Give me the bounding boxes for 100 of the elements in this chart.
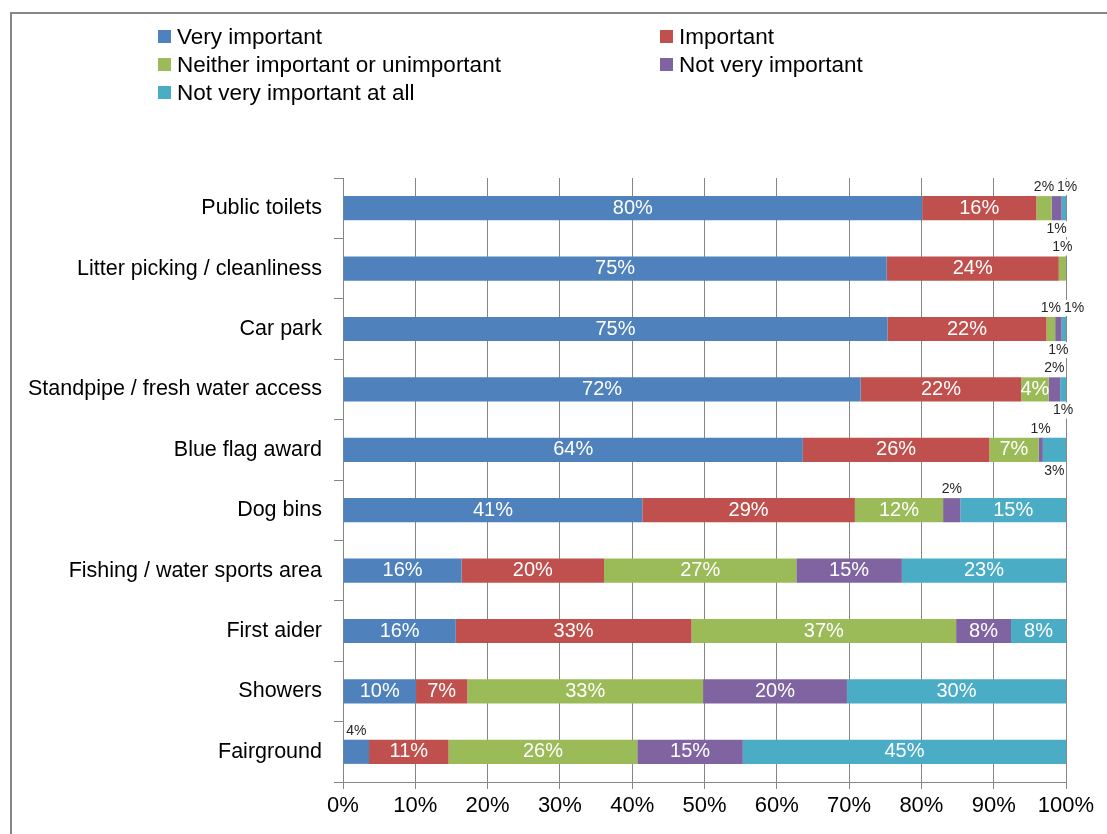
data-label: 16% bbox=[382, 558, 423, 581]
y-tick-label: Car park bbox=[239, 315, 323, 340]
data-label: 11% bbox=[389, 739, 429, 762]
data-label: 2% bbox=[1033, 177, 1055, 194]
x-tick-label: 10% bbox=[393, 792, 438, 818]
x-tick-label: 40% bbox=[610, 792, 655, 818]
legend-label: Neither important or unimportant bbox=[177, 52, 501, 77]
bar bbox=[604, 558, 797, 583]
bar bbox=[887, 316, 1047, 342]
data-label: 64% bbox=[553, 437, 594, 460]
data-label: 2% bbox=[941, 479, 962, 496]
bar bbox=[901, 558, 1066, 583]
legend-label: Not very important bbox=[679, 52, 863, 77]
data-label: 72% bbox=[582, 376, 623, 399]
x-tick-label: 50% bbox=[682, 792, 727, 818]
x-tick-label: 100% bbox=[1037, 792, 1095, 818]
data-label: 20% bbox=[754, 678, 796, 701]
data-label: 15% bbox=[993, 497, 1034, 520]
data-label: 7% bbox=[427, 678, 457, 701]
bar bbox=[343, 739, 370, 764]
bar bbox=[802, 437, 990, 462]
bar bbox=[846, 679, 1066, 704]
data-label: 75% bbox=[595, 316, 636, 339]
legend-label: Not very important at all bbox=[177, 80, 415, 105]
y-tick-label: Litter picking / cleanliness bbox=[77, 255, 322, 280]
data-label: 26% bbox=[876, 437, 917, 460]
bar bbox=[860, 377, 1022, 402]
data-label: 22% bbox=[920, 376, 962, 399]
y-tick-label: First aider bbox=[226, 617, 322, 642]
legend-label: Important bbox=[679, 24, 775, 49]
data-label: 1% bbox=[1052, 238, 1073, 255]
data-label: 4% bbox=[1020, 376, 1050, 399]
bar bbox=[886, 256, 1059, 281]
data-label: 1% bbox=[1046, 220, 1067, 237]
data-label: 16% bbox=[959, 195, 1000, 218]
data-label: 26% bbox=[522, 739, 564, 762]
data-label: 29% bbox=[728, 497, 769, 520]
y-tick-label: Fishing / water sports area bbox=[68, 557, 323, 582]
y-tick-label: Fairground bbox=[218, 738, 322, 763]
data-label: 8% bbox=[969, 618, 999, 641]
bar bbox=[1055, 316, 1062, 342]
x-tick-label: 80% bbox=[899, 792, 944, 818]
data-label: 20% bbox=[512, 558, 554, 581]
data-label: 33% bbox=[553, 618, 594, 641]
bar bbox=[1051, 196, 1062, 221]
data-label: 75% bbox=[595, 256, 636, 279]
y-tick-label: Blue flag award bbox=[173, 436, 322, 461]
data-label: 45% bbox=[884, 739, 925, 762]
x-tick-label: 90% bbox=[971, 792, 1016, 818]
data-label: 33% bbox=[565, 678, 606, 701]
data-label: 15% bbox=[670, 739, 711, 762]
bar bbox=[1036, 196, 1052, 221]
bar bbox=[691, 618, 957, 644]
data-label: 8% bbox=[1024, 618, 1054, 641]
y-tick-label: Public toilets bbox=[201, 195, 322, 220]
data-label: 1% bbox=[1040, 298, 1061, 315]
data-label: 80% bbox=[612, 195, 654, 218]
bar bbox=[1048, 377, 1061, 402]
x-tick-label: 20% bbox=[465, 792, 510, 818]
x-tick-label: 60% bbox=[754, 792, 799, 818]
bar bbox=[467, 679, 704, 704]
data-label: 37% bbox=[803, 618, 845, 641]
data-label: 1% bbox=[1063, 298, 1085, 315]
data-label: 23% bbox=[963, 558, 1005, 581]
bar bbox=[455, 618, 692, 644]
bar bbox=[343, 437, 803, 462]
bar bbox=[1060, 377, 1066, 402]
bar bbox=[461, 558, 604, 583]
bar bbox=[1058, 256, 1066, 281]
data-label: 10% bbox=[359, 678, 400, 701]
y-tick-label: Dog bins bbox=[237, 497, 322, 522]
data-label: 16% bbox=[379, 618, 420, 641]
bar bbox=[343, 196, 923, 221]
data-label: 41% bbox=[472, 497, 514, 520]
data-label: 24% bbox=[952, 256, 993, 279]
y-tick-label: Standpipe / fresh water access bbox=[28, 376, 322, 401]
data-label: 4% bbox=[346, 721, 367, 738]
bar bbox=[343, 256, 887, 281]
data-label: 30% bbox=[936, 678, 977, 701]
bar bbox=[943, 498, 961, 523]
bar bbox=[1061, 316, 1066, 342]
x-tick-label: 0% bbox=[327, 792, 359, 818]
data-label: 2% bbox=[1044, 359, 1065, 376]
bar bbox=[1042, 437, 1066, 462]
bar bbox=[1061, 196, 1066, 221]
data-label: 1% bbox=[1052, 401, 1074, 418]
data-label: 27% bbox=[680, 558, 721, 581]
bar bbox=[448, 739, 638, 764]
data-label: 1% bbox=[1030, 419, 1051, 436]
bar bbox=[1046, 316, 1056, 342]
data-label: 12% bbox=[878, 497, 920, 520]
bar bbox=[642, 498, 855, 523]
bar bbox=[343, 377, 861, 402]
bar bbox=[343, 316, 888, 342]
y-tick-label: Showers bbox=[238, 678, 322, 703]
data-label: 15% bbox=[829, 558, 870, 581]
x-tick-label: 30% bbox=[537, 792, 582, 818]
data-label: 22% bbox=[946, 316, 988, 339]
data-label: 7% bbox=[999, 437, 1029, 460]
x-tick-label: 70% bbox=[827, 792, 872, 818]
